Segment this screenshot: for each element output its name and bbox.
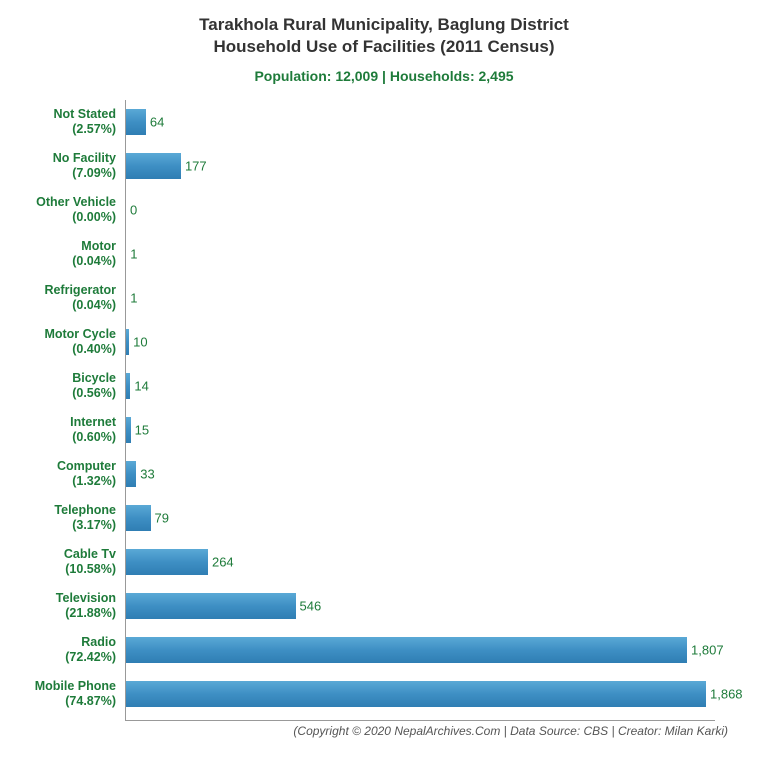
- bar-row: Motor(0.04%) 1: [0, 232, 768, 276]
- bar-row: Radio(72.42%) 1,807: [0, 628, 768, 672]
- bar-row: Refrigerator(0.04%) 1: [0, 276, 768, 320]
- bar-row: Television(21.88%) 546: [0, 584, 768, 628]
- bar-value-label: 1: [130, 247, 137, 262]
- bar: [126, 373, 130, 399]
- x-axis-line: [125, 720, 715, 721]
- category-pct: (0.40%): [72, 342, 116, 356]
- category-pct: (10.58%): [65, 562, 116, 576]
- bar-value-label: 79: [155, 511, 169, 526]
- bar-row: Motor Cycle(0.40%) 10: [0, 320, 768, 364]
- bar-value-label: 14: [134, 379, 148, 394]
- category-pct: (7.09%): [72, 166, 116, 180]
- category-label: Refrigerator(0.04%): [0, 283, 120, 313]
- bar-value-label: 177: [185, 159, 207, 174]
- bar-row: No Facility(7.09%) 177: [0, 144, 768, 188]
- category-label: Cable Tv(10.58%): [0, 547, 120, 577]
- category-pct: (0.60%): [72, 430, 116, 444]
- bar-value-label: 1: [130, 291, 137, 306]
- category-pct: (72.42%): [65, 650, 116, 664]
- category-label: Computer(1.32%): [0, 459, 120, 489]
- category-label: No Facility(7.09%): [0, 151, 120, 181]
- bar: [126, 593, 296, 619]
- category-pct: (21.88%): [65, 606, 116, 620]
- category-label: Not Stated(2.57%): [0, 107, 120, 137]
- chart-subtitle: Population: 12,009 | Households: 2,495: [0, 68, 768, 84]
- category-pct: (0.04%): [72, 254, 116, 268]
- category-name: Not Stated: [54, 107, 117, 121]
- bar-value-label: 15: [135, 423, 149, 438]
- category-label: Motor Cycle(0.40%): [0, 327, 120, 357]
- category-pct: (0.04%): [72, 298, 116, 312]
- credit-line: (Copyright © 2020 NepalArchives.Com | Da…: [293, 724, 728, 738]
- bar: [126, 461, 136, 487]
- category-name: Telephone: [54, 503, 116, 517]
- category-name: Cable Tv: [64, 547, 116, 561]
- bar-row: Computer(1.32%) 33: [0, 452, 768, 496]
- category-pct: (0.00%): [72, 210, 116, 224]
- bar: [126, 637, 687, 663]
- category-name: Internet: [70, 415, 116, 429]
- category-label: Television(21.88%): [0, 591, 120, 621]
- category-name: Refrigerator: [44, 283, 116, 297]
- bar-row: Telephone(3.17%) 79: [0, 496, 768, 540]
- bar-value-label: 1,868: [710, 687, 743, 702]
- bar-value-label: 546: [300, 599, 322, 614]
- category-name: Bicycle: [72, 371, 116, 385]
- category-name: Other Vehicle: [36, 195, 116, 209]
- bar-value-label: 64: [150, 115, 164, 130]
- category-name: Radio: [81, 635, 116, 649]
- category-label: Internet(0.60%): [0, 415, 120, 445]
- category-name: No Facility: [53, 151, 116, 165]
- bar: [126, 329, 129, 355]
- title-line-2: Household Use of Facilities (2011 Census…: [0, 36, 768, 58]
- bar-row: Not Stated(2.57%) 64: [0, 100, 768, 144]
- category-name: Mobile Phone: [35, 679, 116, 693]
- bar-value-label: 10: [133, 335, 147, 350]
- bar: [126, 153, 181, 179]
- chart-plot-area: Not Stated(2.57%) 64 No Facility(7.09%) 177…: [0, 100, 768, 730]
- bar-row: Cable Tv(10.58%) 264: [0, 540, 768, 584]
- category-label: Bicycle(0.56%): [0, 371, 120, 401]
- bar-row: Mobile Phone(74.87%) 1,868: [0, 672, 768, 716]
- bar-row: Internet(0.60%) 15: [0, 408, 768, 452]
- bar-value-label: 33: [140, 467, 154, 482]
- category-pct: (74.87%): [65, 694, 116, 708]
- bar: [126, 505, 151, 531]
- category-pct: (0.56%): [72, 386, 116, 400]
- bar-value-label: 1,807: [691, 643, 724, 658]
- bar: [126, 681, 706, 707]
- bar-row: Bicycle(0.56%) 14: [0, 364, 768, 408]
- bar-row: Other Vehicle(0.00%) 0: [0, 188, 768, 232]
- category-name: Motor Cycle: [44, 327, 116, 341]
- category-label: Motor(0.04%): [0, 239, 120, 269]
- category-label: Other Vehicle(0.00%): [0, 195, 120, 225]
- category-pct: (3.17%): [72, 518, 116, 532]
- chart-title-block: Tarakhola Rural Municipality, Baglung Di…: [0, 0, 768, 84]
- bar: [126, 417, 131, 443]
- bar-value-label: 264: [212, 555, 234, 570]
- category-name: Computer: [57, 459, 116, 473]
- category-label: Radio(72.42%): [0, 635, 120, 665]
- bar-value-label: 0: [130, 203, 137, 218]
- category-pct: (1.32%): [72, 474, 116, 488]
- category-name: Television: [56, 591, 116, 605]
- bar: [126, 109, 146, 135]
- category-label: Telephone(3.17%): [0, 503, 120, 533]
- category-label: Mobile Phone(74.87%): [0, 679, 120, 709]
- title-line-1: Tarakhola Rural Municipality, Baglung Di…: [0, 14, 768, 36]
- bar: [126, 549, 208, 575]
- category-name: Motor: [81, 239, 116, 253]
- category-pct: (2.57%): [72, 122, 116, 136]
